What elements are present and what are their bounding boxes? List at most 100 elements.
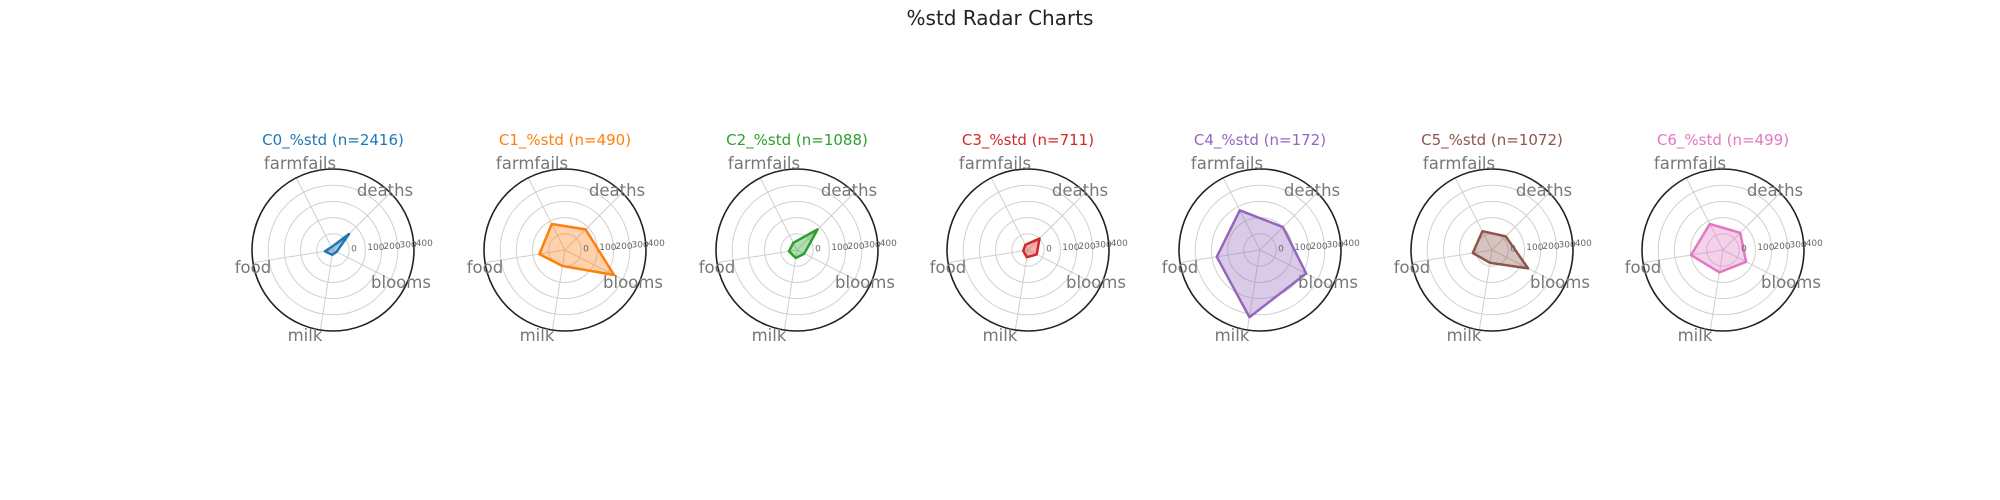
- grid-ring: [1426, 184, 1558, 316]
- axis-spoke: [1685, 177, 1724, 251]
- axis-spoke: [1259, 192, 1318, 251]
- grid-ring: [1706, 233, 1740, 267]
- grid-ring: [316, 233, 350, 267]
- figure-title: %std Radar Charts: [907, 6, 1094, 30]
- axis-label-blooms: blooms: [1066, 273, 1126, 292]
- r-tick-label: 0: [1741, 245, 1747, 255]
- r-tick-label: 0: [1278, 245, 1284, 255]
- axis-label-deaths: deaths: [1052, 181, 1108, 200]
- axis-label-food: food: [1625, 258, 1661, 277]
- axis-spoke: [551, 249, 566, 331]
- r-tick-label: 100: [1294, 243, 1311, 253]
- axis-label-milk: milk: [1678, 326, 1713, 345]
- r-tick-label: 300: [400, 240, 417, 250]
- axis-spoke: [796, 249, 870, 288]
- series-line: [787, 228, 819, 260]
- grid-ring: [995, 217, 1061, 283]
- axis-label-food: food: [1394, 258, 1430, 277]
- grid-ring: [1210, 200, 1310, 300]
- grid-ring: [731, 184, 863, 316]
- axis-label-food: food: [699, 258, 735, 277]
- r-tick-label: 400: [1806, 239, 1823, 249]
- axis-spoke: [527, 177, 566, 251]
- grid-ring: [1459, 217, 1525, 283]
- r-tick-label: 100: [1757, 243, 1774, 253]
- grid-ring: [1657, 184, 1789, 316]
- axis-spoke: [1014, 249, 1029, 331]
- r-tick-label: 200: [1773, 242, 1790, 252]
- axis-label-farmfails: farmfails: [1423, 154, 1495, 173]
- axis-label-food: food: [235, 258, 271, 277]
- axis-label-milk: milk: [983, 326, 1018, 345]
- axis-spoke: [947, 249, 1029, 264]
- axis-spoke: [1722, 192, 1781, 251]
- r-tick-label: 400: [416, 239, 433, 249]
- axis-label-milk: milk: [288, 326, 323, 345]
- subplot-title: C0_%std (n=2416): [262, 131, 404, 150]
- grid-ring: [747, 200, 847, 300]
- axis-label-milk: milk: [520, 326, 555, 345]
- r-tick-label: 400: [1575, 239, 1592, 249]
- grid-ring: [515, 200, 615, 300]
- r-tick-label: 0: [1510, 245, 1516, 255]
- r-tick-label: 0: [583, 245, 589, 255]
- axis-spoke: [716, 249, 798, 264]
- series-area: [539, 224, 615, 275]
- axis-spoke: [319, 249, 334, 331]
- grid-ring: [499, 184, 631, 316]
- r-tick-label: 300: [864, 240, 881, 250]
- grid-ring: [764, 217, 830, 283]
- r-tick-label: 200: [1078, 242, 1095, 252]
- axis-label-food: food: [1162, 258, 1198, 277]
- series-line: [1471, 229, 1530, 270]
- r-tick-label: 100: [1062, 243, 1079, 253]
- subplot-title: C6_%std (n=499): [1657, 131, 1789, 150]
- axis-label-milk: milk: [752, 326, 787, 345]
- axis-spoke: [783, 249, 798, 331]
- axis-label-farmfails: farmfails: [264, 154, 336, 173]
- series-line: [538, 222, 616, 277]
- axis-spoke: [1027, 249, 1101, 288]
- subplot-title: C2_%std (n=1088): [726, 131, 868, 150]
- grid-ring: [1194, 184, 1326, 316]
- axis-label-blooms: blooms: [1761, 273, 1821, 292]
- axis-spoke: [564, 192, 623, 251]
- r-tick-label: 100: [1526, 243, 1543, 253]
- axis-spoke: [295, 177, 334, 251]
- axis-spoke: [564, 249, 638, 288]
- grid-ring: [1011, 233, 1045, 267]
- axis-spoke: [252, 249, 334, 264]
- r-tick-label: 400: [648, 239, 665, 249]
- axis-label-farmfails: farmfails: [496, 154, 568, 173]
- subplot-title: C5_%std (n=1072): [1421, 131, 1563, 150]
- r-tick-label: 400: [880, 239, 897, 249]
- r-tick-label: 300: [1559, 240, 1576, 250]
- axis-label-blooms: blooms: [371, 273, 431, 292]
- r-tick-label: 0: [351, 245, 357, 255]
- grid-ring: [1690, 217, 1756, 283]
- r-tick-label: 400: [1343, 239, 1360, 249]
- axis-label-blooms: blooms: [603, 273, 663, 292]
- series-area: [1023, 238, 1040, 258]
- r-tick-label: 300: [1327, 240, 1344, 250]
- axis-label-deaths: deaths: [589, 181, 645, 200]
- axis-spoke: [1179, 249, 1261, 264]
- series-area: [1216, 210, 1307, 318]
- axis-spoke: [990, 177, 1029, 251]
- axis-label-farmfails: farmfails: [959, 154, 1031, 173]
- radar-frame: [1641, 168, 1805, 332]
- grid-ring: [283, 200, 383, 300]
- radar-frame: [946, 168, 1110, 332]
- axis-label-milk: milk: [1215, 326, 1250, 345]
- grid-ring: [267, 184, 399, 316]
- subplot-title: C4_%std (n=172): [1194, 131, 1326, 150]
- r-tick-label: 300: [1095, 240, 1112, 250]
- axis-label-milk: milk: [1447, 326, 1482, 345]
- axis-spoke: [1491, 192, 1550, 251]
